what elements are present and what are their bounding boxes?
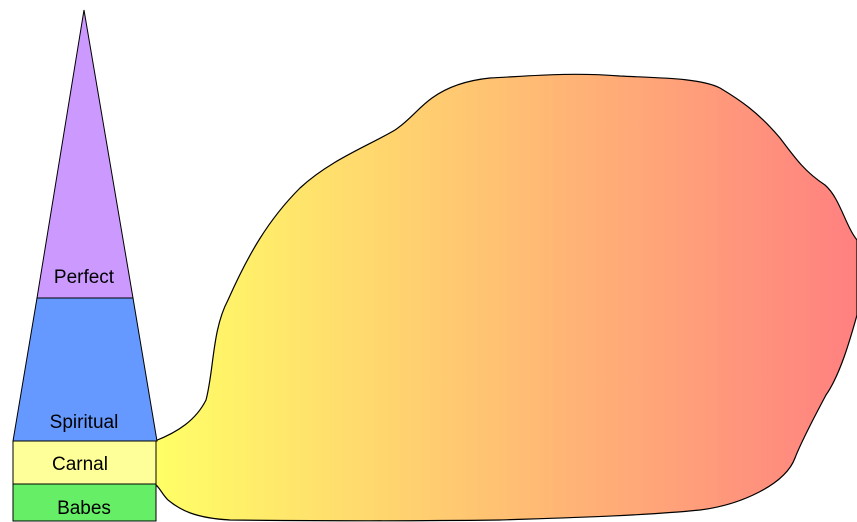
spiritual-label: Spiritual <box>50 412 119 433</box>
babes-label: Babes <box>57 498 111 519</box>
spiritual-segment <box>12 297 158 442</box>
carnal-label: Carnal <box>52 454 108 475</box>
perfect-segment <box>36 9 134 299</box>
perfect-label: Perfect <box>54 267 115 288</box>
babes-bar <box>12 483 157 522</box>
gradient-blob-shape <box>154 73 857 522</box>
carnal-bar <box>12 440 157 485</box>
